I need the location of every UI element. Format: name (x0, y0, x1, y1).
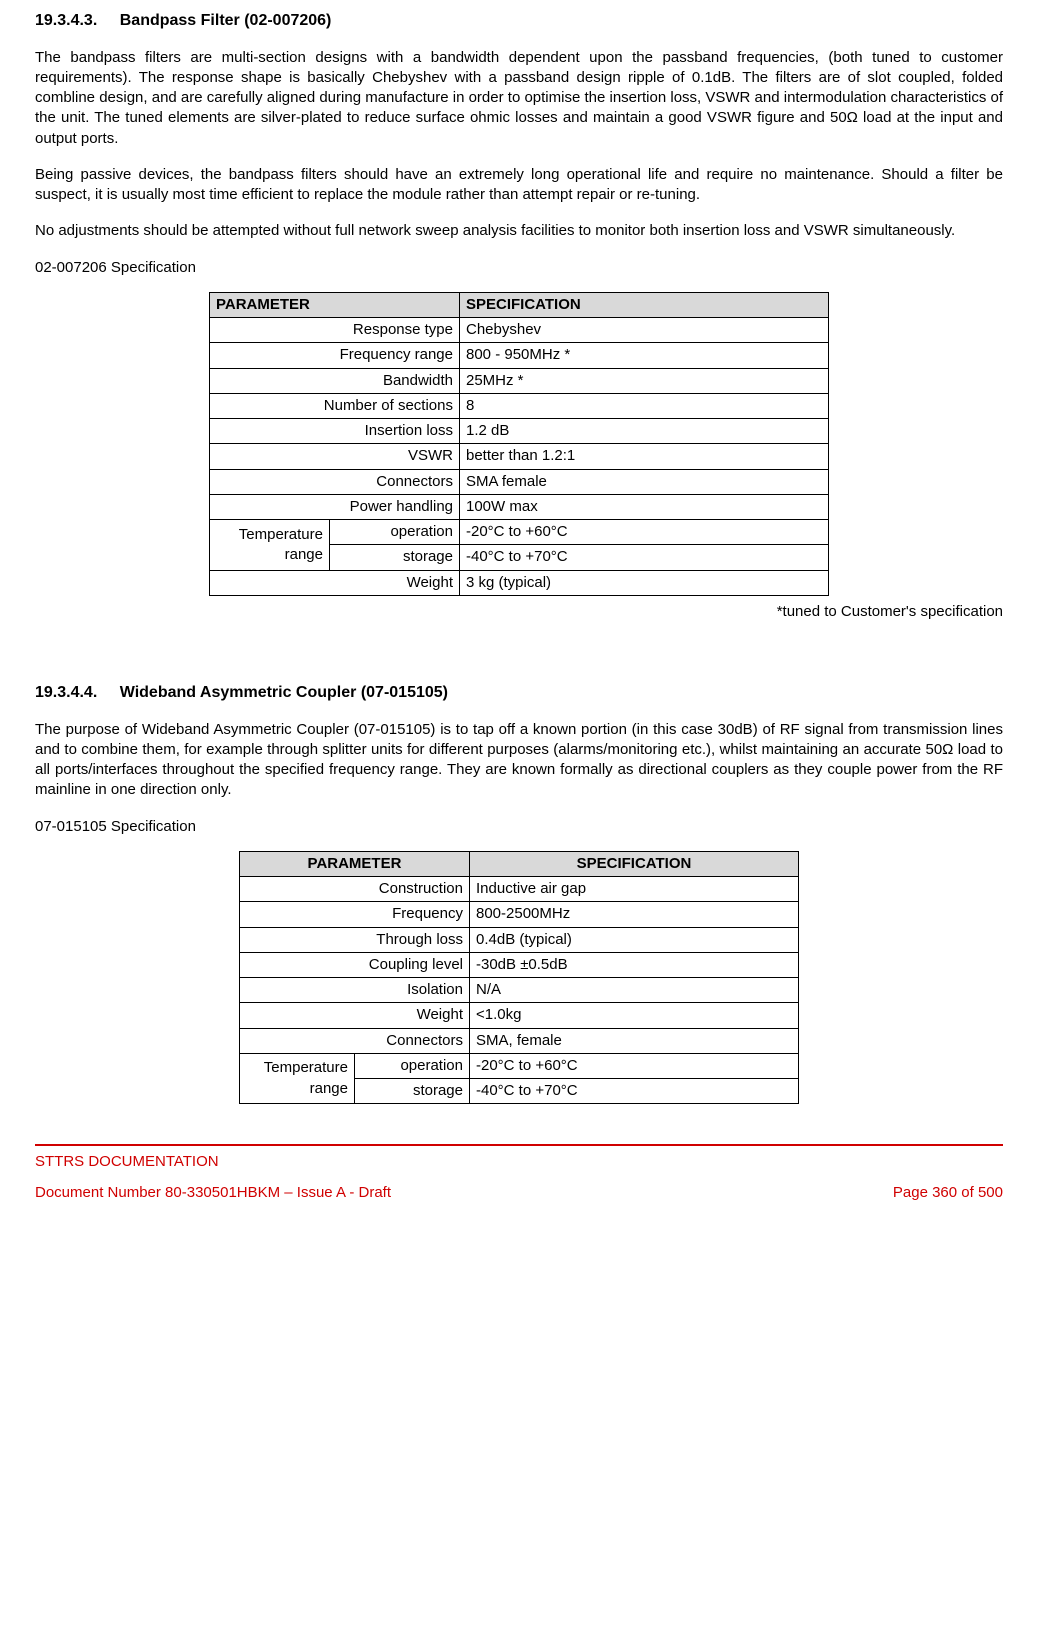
param-cell: operation (330, 520, 460, 545)
table-row: Through loss0.4dB (typical) (240, 927, 799, 952)
table-row: ConnectorsSMA female (210, 469, 829, 494)
section1-para-3: No adjustments should be attempted witho… (35, 221, 1003, 241)
spec-label-2: 07-015105 Specification (35, 817, 1003, 837)
spec-cell: 3 kg (typical) (460, 570, 829, 595)
spec-cell: 800 - 950MHz * (460, 343, 829, 368)
spec-cell: -40°C to +70°C (460, 545, 829, 570)
param-cell: VSWR (210, 444, 460, 469)
param-cell: Isolation (240, 978, 470, 1003)
spec-cell: SMA, female (470, 1028, 799, 1053)
header-specification: SPECIFICATION (470, 851, 799, 876)
param-cell: storage (330, 545, 460, 570)
spec-cell: 1.2 dB (460, 419, 829, 444)
section-title-1: Bandpass Filter (02-007206) (120, 12, 332, 29)
param-cell: Bandwidth (210, 368, 460, 393)
table-footnote: *tuned to Customer's specification (35, 602, 1003, 622)
spec-cell: <1.0kg (470, 1003, 799, 1028)
spec-cell: 800-2500MHz (470, 902, 799, 927)
table-row: Bandwidth25MHz * (210, 368, 829, 393)
param-cell: storage (355, 1079, 470, 1104)
spec-cell: N/A (470, 978, 799, 1003)
spec-cell: -30dB ±0.5dB (470, 952, 799, 977)
footer-org: STTRS DOCUMENTATION (35, 1152, 1003, 1172)
spec-cell: SMA female (460, 469, 829, 494)
spec-table-1: PARAMETER SPECIFICATION Response typeChe… (209, 292, 829, 596)
header-specification: SPECIFICATION (460, 292, 829, 317)
footer-page-number: Page 360 of 500 (893, 1183, 1003, 1203)
table-header-row: PARAMETER SPECIFICATION (210, 292, 829, 317)
section-number-1: 19.3.4.3. (35, 10, 97, 32)
footer-doc-number: Document Number 80-330501HBKM – Issue A … (35, 1183, 391, 1203)
section-title-2: Wideband Asymmetric Coupler (07-015105) (120, 684, 448, 701)
spec-label-1: 02-007206 Specification (35, 258, 1003, 278)
table-header-row: PARAMETER SPECIFICATION (240, 851, 799, 876)
table-row: Coupling level-30dB ±0.5dB (240, 952, 799, 977)
param-cell: Weight (210, 570, 460, 595)
table-row: Response typeChebyshev (210, 318, 829, 343)
param-cell: Frequency range (210, 343, 460, 368)
param-cell: Insertion loss (210, 419, 460, 444)
table-row: IsolationN/A (240, 978, 799, 1003)
param-cell: operation (355, 1053, 470, 1078)
table-row: Number of sections8 (210, 393, 829, 418)
param-cell: Connectors (240, 1028, 470, 1053)
param-cell: Power handling (210, 494, 460, 519)
section-number-2: 19.3.4.4. (35, 682, 97, 704)
param-cell: Response type (210, 318, 460, 343)
table-row: Temperature range operation -20°C to +60… (240, 1053, 799, 1078)
spec-cell: -20°C to +60°C (460, 520, 829, 545)
param-cell: Through loss (240, 927, 470, 952)
table-row: VSWRbetter than 1.2:1 (210, 444, 829, 469)
section1-para-2: Being passive devices, the bandpass filt… (35, 165, 1003, 206)
section-heading-2: 19.3.4.4. Wideband Asymmetric Coupler (0… (35, 682, 1003, 704)
table-row: Temperature range operation -20°C to +60… (210, 520, 829, 545)
param-cell: Construction (240, 877, 470, 902)
footer-rule (35, 1144, 1003, 1146)
spec-cell: -40°C to +70°C (470, 1079, 799, 1104)
param-cell: Weight (240, 1003, 470, 1028)
spec-cell: 8 (460, 393, 829, 418)
spec-cell: Inductive air gap (470, 877, 799, 902)
section2-para-1: The purpose of Wideband Asymmetric Coupl… (35, 720, 1003, 801)
table-row: Insertion loss1.2 dB (210, 419, 829, 444)
spec-cell: 25MHz * (460, 368, 829, 393)
header-parameter: PARAMETER (210, 292, 460, 317)
spec-cell: 0.4dB (typical) (470, 927, 799, 952)
table-row: Power handling100W max (210, 494, 829, 519)
param-cell: Number of sections (210, 393, 460, 418)
table-row: Frequency range800 - 950MHz * (210, 343, 829, 368)
param-cell: Coupling level (240, 952, 470, 977)
footer-line: Document Number 80-330501HBKM – Issue A … (35, 1183, 1003, 1203)
table-row: Frequency800-2500MHz (240, 902, 799, 927)
section-heading-1: 19.3.4.3. Bandpass Filter (02-007206) (35, 10, 1003, 32)
temp-range-label: Temperature range (210, 520, 330, 571)
param-cell: Connectors (210, 469, 460, 494)
spec-cell: better than 1.2:1 (460, 444, 829, 469)
param-cell: Frequency (240, 902, 470, 927)
table-row: Weight3 kg (typical) (210, 570, 829, 595)
page-footer: STTRS DOCUMENTATION Document Number 80-3… (35, 1144, 1003, 1203)
temp-range-label: Temperature range (240, 1053, 355, 1104)
header-parameter: PARAMETER (240, 851, 470, 876)
table-row: Weight<1.0kg (240, 1003, 799, 1028)
section1-para-1: The bandpass filters are multi-section d… (35, 48, 1003, 149)
table-row: ConnectorsSMA, female (240, 1028, 799, 1053)
table-row: ConstructionInductive air gap (240, 877, 799, 902)
spec-cell: -20°C to +60°C (470, 1053, 799, 1078)
spec-cell: Chebyshev (460, 318, 829, 343)
spec-table-2: PARAMETER SPECIFICATION ConstructionIndu… (239, 851, 799, 1105)
spec-cell: 100W max (460, 494, 829, 519)
